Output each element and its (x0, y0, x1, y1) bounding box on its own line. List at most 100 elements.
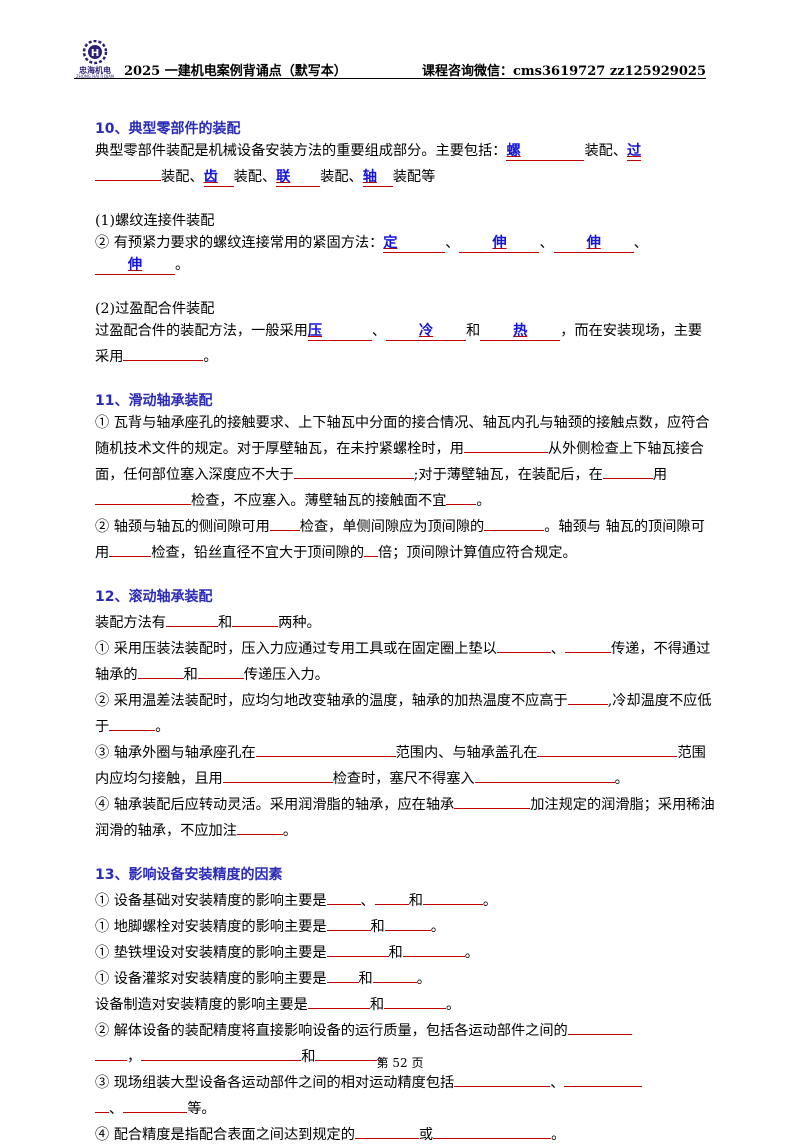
text: 用 (652, 467, 668, 483)
paragraph: 过盈配合件的装配方法，一般采用压、冷和热，而在安装现场，主要采用。 (95, 322, 703, 365)
blank (496, 634, 551, 653)
blank (354, 1120, 419, 1139)
blank: 伸 (95, 256, 175, 275)
blank (165, 608, 218, 627)
text: 和 (388, 945, 403, 961)
text: 和 (370, 919, 385, 935)
blank (537, 738, 648, 757)
blank (141, 1042, 302, 1061)
blank (197, 660, 244, 679)
text: ,冷却温度不应低于 (95, 693, 712, 735)
paragraph: ④ 轴承装配后应转动灵活。采用润滑脂的轴承，应在轴承 加注规定的润滑脂；采用稀油润… (95, 790, 715, 842)
logo-subtitle: ZHONG HAI JI DIAN (75, 74, 115, 79)
paragraph: ① 垫铁埋设对安装精度的影响主要是和。 (95, 938, 715, 964)
text: 和 (183, 667, 198, 683)
text: 检查，单侧间隙应为顶间隙的 (299, 519, 485, 535)
text: 典型零部件装配是机械设备安装方法的重要组成部分。主要包括： (95, 143, 507, 159)
text: 装配方法有 (95, 615, 166, 631)
blank (567, 1016, 632, 1035)
text: 传递压入力。 (243, 667, 329, 683)
section-title-12: 12、滚动轴承装配 (95, 589, 213, 605)
blank (567, 686, 608, 705)
text: 和 (217, 615, 233, 631)
blank (232, 608, 279, 627)
text: ，而在安装现场，主要采用 (95, 323, 703, 365)
section-title-10: 10、典型零部件的装配 (95, 121, 241, 137)
text: ④ 轴承装配后应转动灵活。采用润滑脂的轴承，应在轴承 (95, 797, 455, 813)
text: 装配、 (320, 169, 363, 185)
logo-name: 忠海机电 (79, 66, 111, 75)
text: ④ 配合精度是指配合表面之间达到规定的 (95, 1127, 355, 1143)
text: 装配、 (161, 169, 204, 185)
paragraph: ① 采用压装法装配时，压入力应通过专用工具或在固定圈上垫以、传递，不得通过轴承的… (95, 634, 715, 686)
paragraph: ① 瓦背与轴承座孔的接触要求、上下轴瓦中分面的接合情况、轴瓦内孔与轴颈的接触点数… (95, 415, 710, 509)
blank: 热 (480, 322, 561, 341)
text: ① 设备灌浆对安装精度的影响主要是 (95, 971, 327, 987)
blank (564, 1068, 643, 1087)
blank (364, 538, 379, 557)
text: 加注规定的润滑脂；采用稀油润滑的轴承，不应加注 (95, 797, 715, 839)
text: 和 (466, 323, 481, 339)
paragraph: ② 有预紧力要求的螺纹连接常用的紧固方法：定、伸、伸、伸。 (95, 234, 648, 275)
text: 检查时，塞尺不得塞入 (332, 771, 475, 787)
blank: 压 (307, 322, 372, 341)
blank (255, 738, 396, 757)
section-title-13: 13、影响设备安装精度的因素 (95, 867, 283, 883)
blank (454, 790, 531, 809)
blank (374, 886, 409, 905)
blank (109, 538, 152, 557)
blank: 定 (383, 234, 446, 253)
text: 装配、 (584, 143, 628, 159)
text: ① 地脚螺栓对安装精度的影响主要是 (95, 919, 327, 935)
text: 设备制造对安装精度的影响主要是 (95, 997, 308, 1013)
text: 两种。 (278, 615, 321, 631)
contact-info: 课程咨询微信：cms3619727 zz125929025 (421, 64, 706, 79)
text: 范围内、与轴承盖孔在 (395, 745, 538, 761)
blank: 联 (276, 168, 321, 187)
blank (402, 938, 465, 957)
blank: 轴 (362, 168, 393, 187)
text: 装配等 (392, 169, 436, 185)
blank (123, 342, 204, 361)
text: ② 有预紧力要求的螺纹连接常用的紧固方法： (95, 235, 384, 251)
blank (269, 512, 300, 531)
paragraph: ① 设备基础对安装精度的影响主要是、和。 (95, 886, 715, 912)
blank: 螺 (506, 142, 585, 161)
text: ;对于薄壁轴瓦，在装配后，在 (413, 467, 603, 483)
text: 或 (418, 1127, 434, 1143)
blank (484, 512, 545, 531)
text: 范围内应均匀接触，且用 (95, 745, 706, 787)
text: 等。 (187, 1101, 216, 1117)
text: ① 设备基础对安装精度的影响主要是 (95, 893, 327, 909)
text: ① 垫铁埋设对安装精度的影响主要是 (95, 945, 327, 961)
blank (384, 912, 431, 931)
blank (372, 964, 417, 983)
blank (95, 1042, 127, 1061)
document-title: 2025 一建机电案例背诵点（默写本） (124, 64, 347, 79)
blank (95, 486, 191, 505)
page-content: 10、典型零部件的装配 典型零部件装配是机械设备安装方法的重要组成部分。主要包括… (95, 118, 715, 1146)
text: 倍；顶间隙计算值应符合规定。 (378, 545, 577, 561)
blank (326, 938, 389, 957)
blank (433, 1120, 552, 1139)
text: 传递，不得通过轴承的 (95, 641, 711, 683)
blank (293, 460, 414, 479)
text: ① 瓦背与轴承座孔的接触要求、上下轴瓦中分面的接合情况、轴瓦内孔与轴颈的接触点数… (95, 415, 710, 457)
paragraph: ② 采用温差法装配时，应均匀地改变轴承的温度，轴承的加热温度不应高于 ,冷却温度不… (95, 686, 715, 738)
subheading: (2)过盈配合件装配 (95, 301, 215, 317)
section-10-intro: 典型零部件装配是机械设备安装方法的重要组成部分。主要包括：螺 装配、过 装配、齿 装配… (95, 140, 715, 188)
text: 和 (408, 893, 423, 909)
blank (326, 912, 371, 931)
blank (307, 990, 370, 1009)
text: ② 解体设备的装配精度将直接影响设备的运行质量，包括各运动部件之间的 (95, 1023, 568, 1039)
blank: 齿 (203, 168, 234, 187)
blank (446, 486, 477, 505)
paragraph: 设备制造对安装精度的影响主要是和。 (95, 990, 715, 1016)
text: 检查，铅丝直径不宜大于顶间隙的 (151, 545, 365, 561)
section-title-11: 11、滑动轴承装配 (95, 393, 213, 409)
paragraph: ③ 现场组装大型设备各运动部件之间的相对运动精度包括、、等。 (95, 1068, 715, 1120)
text: ② 轴颈与轴瓦的侧间隙可用 (95, 519, 270, 535)
blank (95, 1094, 109, 1113)
text: 和 (369, 997, 385, 1013)
text: ① 采用压装法装配时，压入力应通过专用工具或在固定圈上垫以 (95, 641, 497, 657)
